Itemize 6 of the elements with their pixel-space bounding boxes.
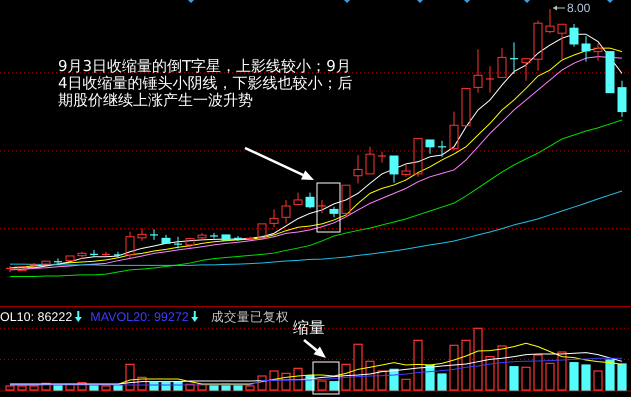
text: MAVOL20: 99272 — [90, 310, 189, 324]
text: OL10: 86222 — [0, 310, 72, 324]
annotation: 9月3日收缩量的倒T字星，上影线较小；9月4日收缩量的锤头小阴线，下影线也较小；后期股价继续上涨产生一波升势 — [58, 57, 354, 109]
text: 成交量已复权 — [210, 309, 289, 324]
annotation: 缩量 — [293, 319, 325, 337]
annotation: 8.00 — [567, 1, 591, 15]
